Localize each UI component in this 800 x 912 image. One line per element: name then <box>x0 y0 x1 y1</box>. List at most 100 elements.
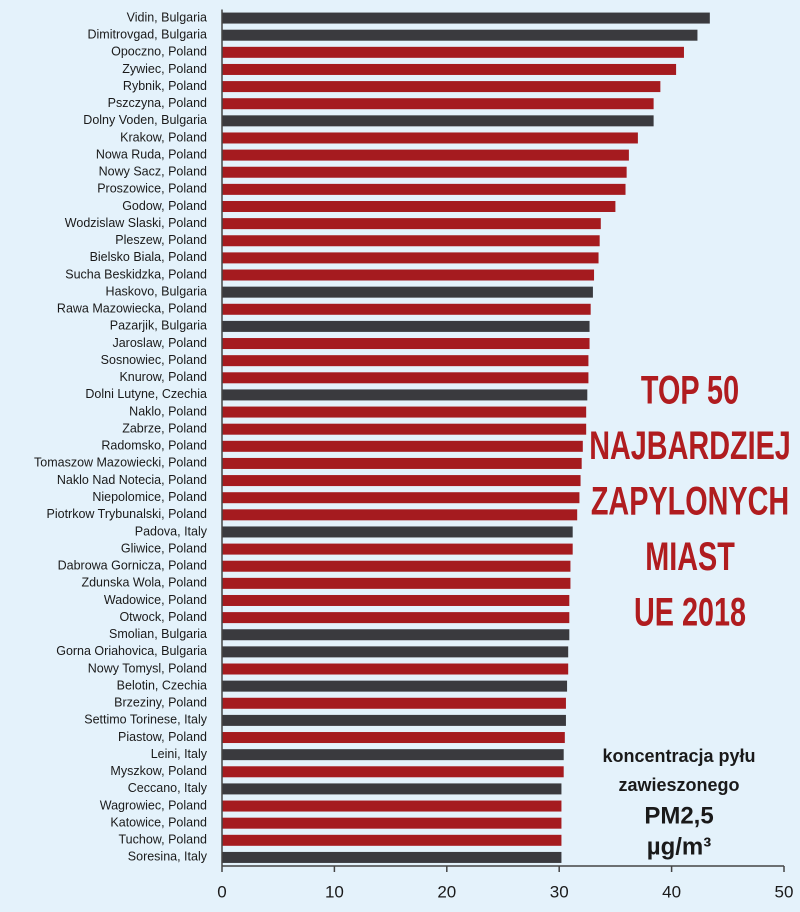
category-label: Myszkow, Poland <box>110 764 207 778</box>
x-tick-label: 10 <box>325 882 344 901</box>
category-label: Godow, Poland <box>122 199 207 213</box>
category-label: Padova, Italy <box>135 524 208 538</box>
bar <box>222 646 569 658</box>
category-label: Belotin, Czechia <box>117 678 207 692</box>
category-label: Sosnowiec, Poland <box>101 353 207 367</box>
bar <box>222 766 564 778</box>
category-label: Dimitrovgad, Bulgaria <box>88 27 208 41</box>
x-tick-label: 20 <box>437 882 456 901</box>
bar <box>222 338 590 350</box>
category-label: Settimo Torinese, Italy <box>84 713 207 727</box>
note-line: zawieszonego <box>618 775 739 795</box>
bar <box>222 406 587 418</box>
category-label: Tomaszow Mazowiecki, Poland <box>34 456 207 470</box>
bar <box>222 303 591 315</box>
bar <box>222 851 562 863</box>
category-label: Wagrowiec, Poland <box>100 798 207 812</box>
category-label: Naklo Nad Notecia, Poland <box>57 473 207 487</box>
category-label: Ceccano, Italy <box>128 781 208 795</box>
bar <box>222 714 566 726</box>
bar <box>222 320 590 332</box>
category-label: Nowy Sacz, Poland <box>99 165 207 179</box>
category-label: Zabrze, Poland <box>122 421 207 435</box>
category-label: Pleszew, Poland <box>115 233 207 247</box>
bar <box>222 98 654 110</box>
category-label: Radomsko, Poland <box>101 439 207 453</box>
category-label: Wadowice, Poland <box>104 593 207 607</box>
bar <box>222 475 581 487</box>
note-line: PM2,5 <box>644 802 713 829</box>
category-label: Piotrkow Trybunalski, Poland <box>47 507 208 521</box>
bar <box>222 81 661 93</box>
x-tick-label: 0 <box>217 882 226 901</box>
title-block: TOP 50 NAJBARDZIEJ ZAPYLONYCH MIAST UE 2018 <box>589 368 791 635</box>
category-label: Tuchow, Poland <box>119 833 208 847</box>
bar <box>222 389 588 401</box>
bar <box>222 492 580 504</box>
category-label: Vidin, Bulgaria <box>127 10 207 24</box>
category-label: Zywiec, Poland <box>122 62 207 76</box>
title-line: MIAST <box>645 534 735 579</box>
bar <box>222 63 677 75</box>
bar <box>222 612 570 624</box>
bar <box>222 834 562 846</box>
bar <box>222 749 564 761</box>
category-label: Opoczno, Poland <box>111 45 207 59</box>
category-label: Nowy Tomysl, Poland <box>88 661 207 675</box>
category-label: Dabrowa Gornicza, Poland <box>58 559 207 573</box>
bar <box>222 132 638 144</box>
bar <box>222 783 562 795</box>
category-label: Nowa Ruda, Poland <box>96 147 207 161</box>
bar <box>222 680 568 692</box>
bar <box>222 423 587 435</box>
category-label: Piastow, Poland <box>118 730 207 744</box>
category-label: Niepolomice, Poland <box>92 490 207 504</box>
bar <box>222 697 566 709</box>
category-label: Haskovo, Bulgaria <box>106 284 207 298</box>
category-label: Jaroslaw, Poland <box>112 336 207 350</box>
bar <box>222 355 589 367</box>
bar <box>222 732 565 744</box>
category-label: Brzeziny, Poland <box>114 696 207 710</box>
category-label: Pazarjik, Bulgaria <box>110 319 207 333</box>
bar <box>222 46 684 58</box>
x-tick-label: 50 <box>775 882 794 901</box>
bar <box>222 629 570 641</box>
note-line: koncentracja pyłu <box>602 746 755 766</box>
bar <box>222 235 600 247</box>
category-label: Katowice, Poland <box>110 815 207 829</box>
category-label: Gliwice, Poland <box>121 541 207 555</box>
category-label: Soresina, Italy <box>128 850 208 864</box>
bar <box>222 543 573 555</box>
category-label: Sucha Beskidzka, Poland <box>65 267 207 281</box>
x-tick-label: 30 <box>550 882 569 901</box>
bar <box>222 183 626 195</box>
bar <box>222 29 698 41</box>
bar <box>222 800 562 812</box>
bar <box>222 457 582 469</box>
title-line: UE 2018 <box>634 590 746 635</box>
category-label: Wodzislaw Slaski, Poland <box>65 216 207 230</box>
category-label: Smolian, Bulgaria <box>109 627 207 641</box>
category-label: Gorna Oriahovica, Bulgaria <box>56 644 207 658</box>
bar <box>222 372 589 384</box>
bar <box>222 166 627 178</box>
category-label: Otwock, Poland <box>119 610 207 624</box>
category-label: Proszowice, Poland <box>97 182 207 196</box>
category-label: Naklo, Poland <box>129 404 207 418</box>
bar <box>222 663 569 675</box>
category-label: Pszczyna, Poland <box>108 96 207 110</box>
bar <box>222 252 599 264</box>
bar <box>222 269 595 281</box>
bar <box>222 509 578 521</box>
bar <box>222 149 629 161</box>
category-label: Rawa Mazowiecka, Poland <box>57 302 207 316</box>
bar <box>222 115 654 127</box>
category-label: Knurow, Poland <box>119 370 207 384</box>
category-label: Dolny Voden, Bulgaria <box>83 113 207 127</box>
x-tick-label: 40 <box>662 882 681 901</box>
title-line: TOP 50 <box>641 368 739 413</box>
bar <box>222 817 562 829</box>
bar <box>222 577 571 589</box>
